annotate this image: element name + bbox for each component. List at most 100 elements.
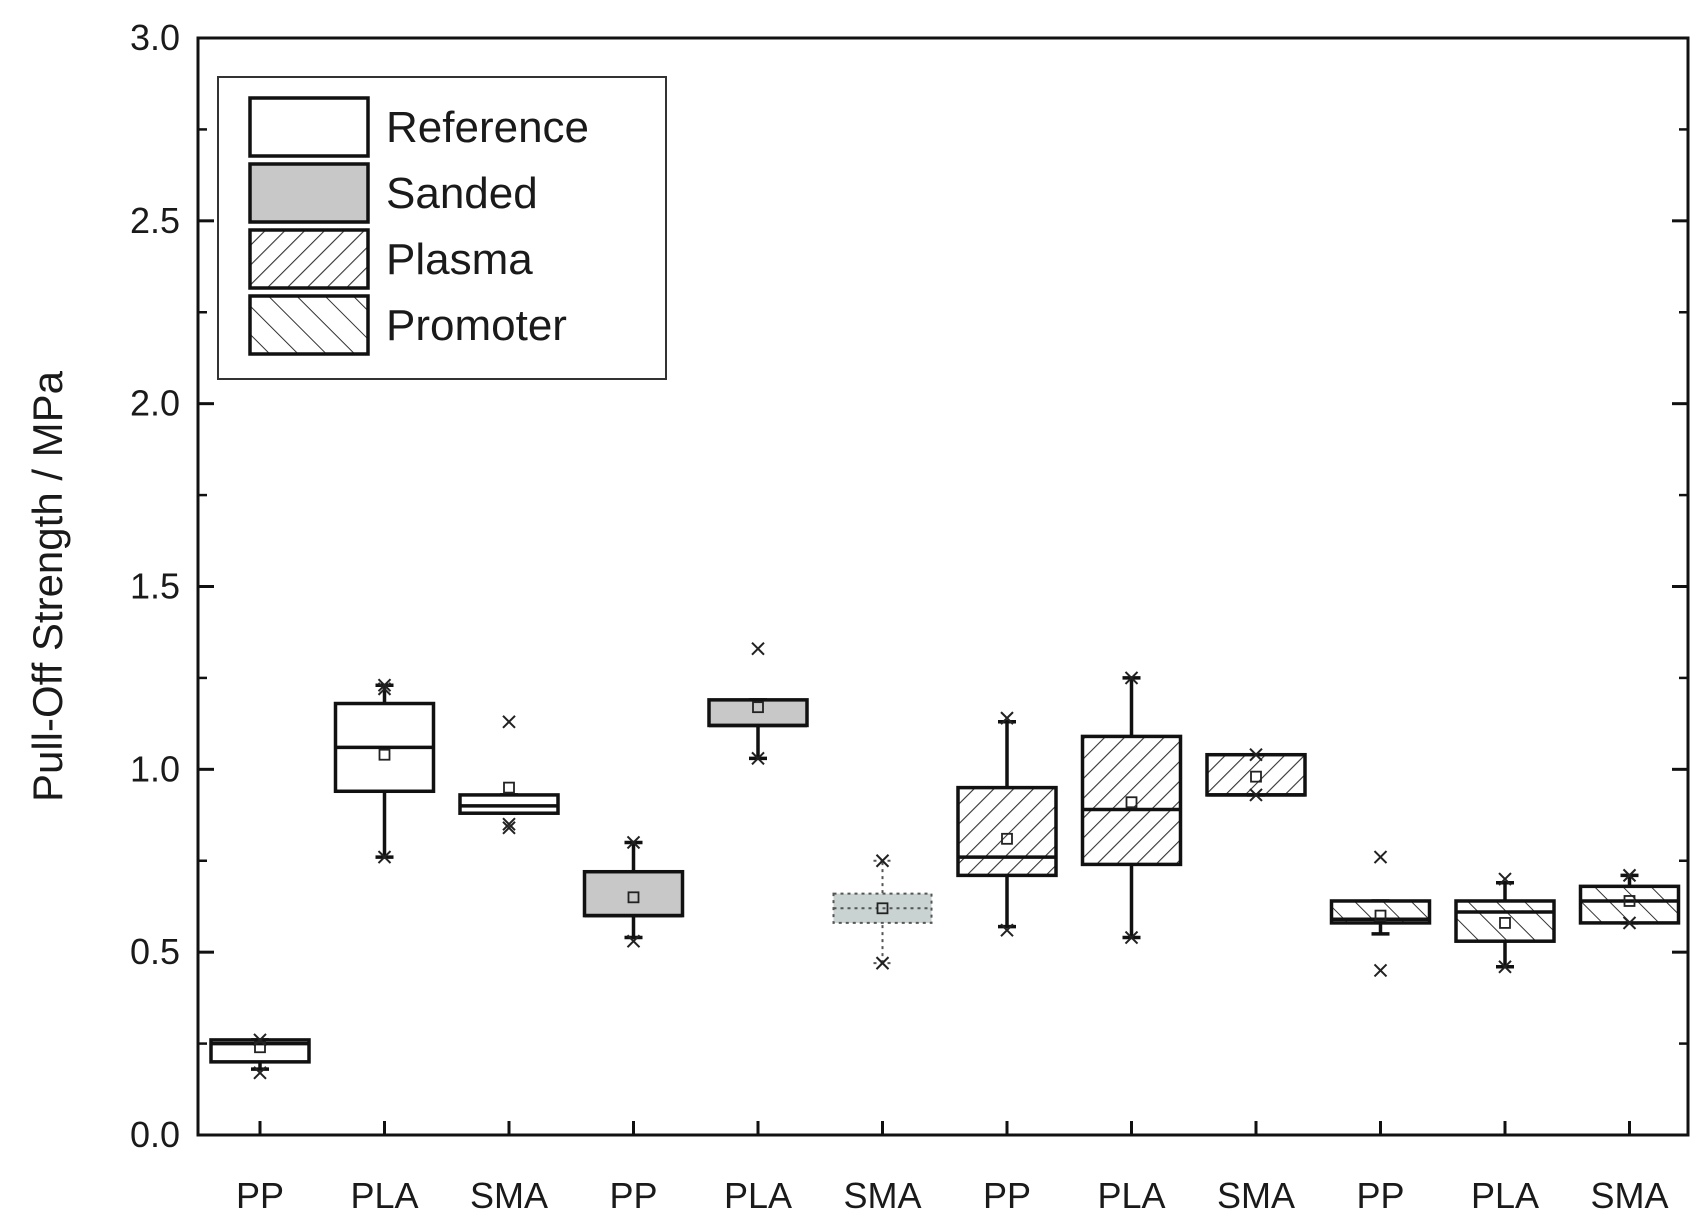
mean-marker — [876, 902, 889, 915]
mean-marker — [627, 891, 640, 904]
outlier-marker — [253, 1066, 267, 1080]
legend-swatch — [248, 96, 370, 158]
legend-item-reference: Reference — [248, 96, 589, 158]
outlier-stroke — [377, 678, 392, 692]
box-plasma-pp — [956, 720, 1058, 929]
y-tick-label: 0.0 — [130, 1114, 180, 1155]
outlier-stroke — [1000, 711, 1014, 725]
outlier-stroke — [1373, 850, 1388, 864]
mean-marker — [378, 748, 391, 761]
outlier-stroke — [1124, 671, 1139, 685]
legend-swatch — [248, 162, 370, 224]
outlier-marker — [1622, 916, 1637, 930]
outlier-stroke — [1249, 747, 1263, 762]
box — [956, 785, 1058, 878]
outlier-marker — [1249, 788, 1263, 802]
mean-marker — [1250, 770, 1262, 783]
outlier-marker — [1622, 868, 1637, 883]
outlier-marker — [1373, 850, 1388, 864]
outlier-marker — [1000, 711, 1014, 725]
outlier-marker — [502, 817, 516, 831]
x-tick-label: PLA — [1471, 1175, 1539, 1216]
y-tick-label: 1.5 — [130, 566, 180, 607]
outlier-stroke — [875, 854, 890, 868]
outlier-stroke — [875, 956, 890, 970]
box — [1454, 899, 1556, 943]
outlier-stroke — [1124, 930, 1139, 945]
x-tick-label: SMA — [470, 1175, 548, 1216]
legend: Reference Sanded Plasma Promoter — [217, 76, 667, 380]
box-promoter-pla — [1454, 880, 1556, 969]
box-promoter-pp — [1329, 899, 1432, 936]
x-tick-label: PP — [609, 1175, 657, 1216]
outlier-marker — [875, 854, 890, 868]
legend-swatch — [248, 228, 370, 290]
box-reference-pla — [333, 683, 436, 859]
outlier-stroke — [626, 934, 641, 948]
legend-swatch — [248, 294, 370, 356]
x-tick-label: PLA — [350, 1175, 418, 1216]
mean-marker — [254, 1041, 266, 1054]
legend-item-sanded: Sanded — [248, 162, 538, 224]
outlier-marker — [751, 641, 765, 656]
legend-label: Plasma — [386, 235, 533, 284]
y-tick-label: 1.0 — [130, 748, 180, 789]
plot-area: 0.0 0.5 1.0 1.5 2.0 2.5 3.0 Pull-Off Strength /… — [24, 17, 1690, 1216]
outlier-marker — [1124, 930, 1139, 945]
box — [1080, 734, 1183, 867]
outlier-marker — [626, 835, 641, 850]
outlier-marker — [1000, 923, 1014, 937]
box — [582, 869, 685, 918]
mean-marker — [1125, 796, 1138, 809]
box — [1205, 752, 1307, 797]
outlier-stroke — [377, 682, 392, 696]
outlier-stroke — [253, 1066, 267, 1080]
y-tick-label: 0.5 — [130, 931, 180, 972]
x-tick-label: SMA — [1217, 1175, 1295, 1216]
outlier-marker — [1249, 747, 1263, 762]
outlier-marker — [502, 715, 516, 729]
legend-label: Sanded — [386, 169, 538, 218]
outlier-stroke — [626, 835, 641, 850]
outlier-marker — [1498, 872, 1512, 886]
box-sanded-pla — [707, 698, 809, 761]
box-reference-pp — [209, 1038, 311, 1071]
outlier-marker — [751, 751, 765, 766]
outlier-stroke — [1249, 788, 1263, 802]
x-tick-label: PP — [1356, 1175, 1404, 1216]
legend-item-promoter: Promoter — [248, 294, 567, 356]
outlier-stroke — [1000, 923, 1014, 937]
y-tick-label: 2.0 — [130, 383, 180, 424]
mean-marker — [1374, 909, 1387, 922]
outlier-marker — [253, 1033, 267, 1047]
outlier-stroke — [1622, 916, 1637, 930]
legend-item-plasma: Plasma — [248, 228, 533, 290]
x-tick-label: PP — [236, 1175, 284, 1216]
outlier-stroke — [502, 715, 516, 729]
box-reference-sma — [458, 781, 560, 815]
legend-label: Promoter — [386, 301, 567, 350]
box-sanded-pp — [582, 840, 685, 940]
y-axis-title: Pull-Off Strength / MPa — [24, 370, 71, 802]
outlier-marker — [377, 678, 392, 692]
outlier-stroke — [253, 1033, 267, 1047]
outlier-stroke — [377, 850, 392, 864]
outlier-stroke — [1498, 872, 1512, 886]
mean-marker — [1623, 895, 1636, 907]
outlier-marker — [626, 934, 641, 948]
box — [458, 793, 560, 815]
y-tick-label: 2.5 — [130, 200, 180, 241]
mean-marker — [1001, 832, 1013, 845]
box — [1329, 899, 1432, 925]
outlier-stroke — [1498, 960, 1512, 974]
box-plasma-sma — [1205, 752, 1307, 797]
mean-marker — [752, 701, 764, 714]
x-tick-label: SMA — [843, 1175, 921, 1216]
outlier-marker — [875, 956, 890, 970]
outlier-marker — [1124, 671, 1139, 685]
x-tick-label: SMA — [1590, 1175, 1668, 1216]
outlier-stroke — [502, 817, 516, 831]
legend-label: Reference — [386, 103, 589, 152]
outlier-marker — [377, 682, 392, 696]
